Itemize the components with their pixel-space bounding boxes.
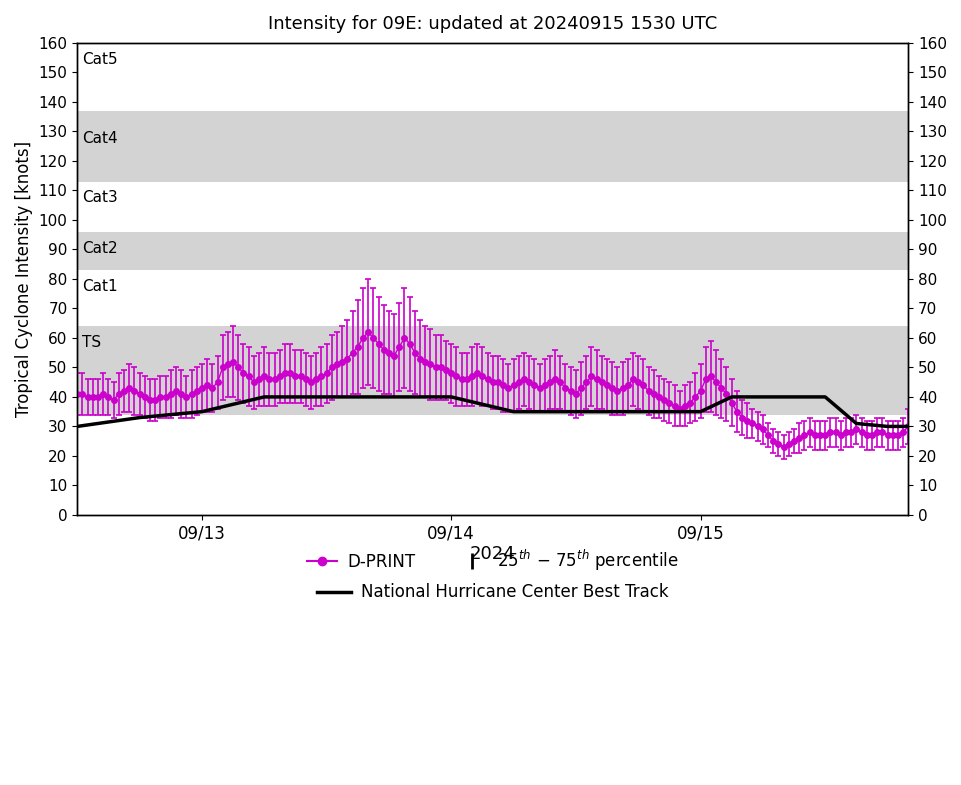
Text: TS: TS (83, 335, 102, 350)
Text: Cat3: Cat3 (83, 191, 118, 206)
Bar (77, 232, 907, 270)
Title: Intensity for 09E: updated at 20240915 1530 UTC: Intensity for 09E: updated at 20240915 1… (268, 15, 717, 33)
Bar (77, 111, 907, 181)
Text: Cat2: Cat2 (83, 240, 118, 256)
Legend: National Hurricane Center Best Track: National Hurricane Center Best Track (310, 577, 675, 608)
Y-axis label: Tropical Cyclone Intensity [knots]: Tropical Cyclone Intensity [knots] (15, 141, 33, 417)
Text: Cat1: Cat1 (83, 279, 118, 294)
Bar (77, 326, 907, 414)
Text: Cat4: Cat4 (83, 131, 118, 146)
Text: Cat5: Cat5 (83, 52, 118, 67)
X-axis label: 2024: 2024 (469, 546, 515, 564)
